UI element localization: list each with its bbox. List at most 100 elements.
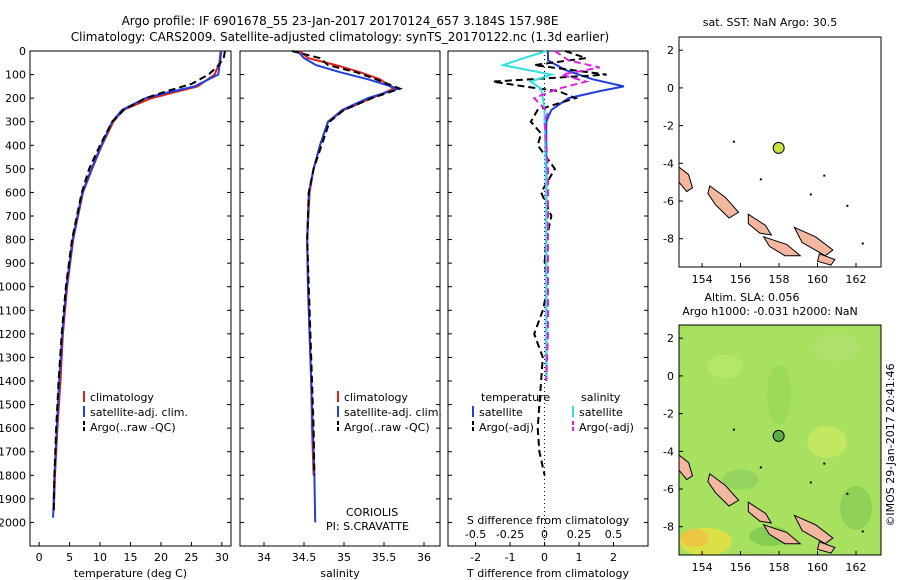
sla-atoll bbox=[759, 466, 762, 469]
y-tick-label: 1900 bbox=[0, 493, 26, 506]
sla-y-tick-label: -2 bbox=[663, 408, 674, 421]
legend-label: satellite-adj. clim. bbox=[344, 406, 442, 419]
sla-island bbox=[747, 501, 773, 524]
sla-x-tick-label: 154 bbox=[692, 561, 713, 574]
sst-atoll bbox=[823, 174, 826, 177]
sst-x-tick-label: 156 bbox=[730, 273, 751, 286]
sst-y-tick-label: 0 bbox=[667, 82, 674, 95]
x-tick-label: 1 bbox=[576, 551, 583, 564]
panel-frame-salinity bbox=[239, 50, 441, 547]
sst-x-tick-label: 160 bbox=[807, 273, 828, 286]
sst-atoll bbox=[861, 242, 864, 245]
sla-x-tick-label: 158 bbox=[769, 561, 790, 574]
sst-atoll bbox=[846, 204, 849, 207]
legend-title-salinity: salinity bbox=[581, 391, 621, 404]
sla-frame bbox=[678, 324, 882, 556]
sla-sla-patch bbox=[707, 354, 744, 379]
y-tick-label: 400 bbox=[5, 139, 26, 152]
sla-map: 154 156 158 160 162 2 0 -2 -4 -6 -8 bbox=[663, 324, 882, 574]
sst-frame bbox=[678, 36, 882, 268]
legend-label: satellite bbox=[579, 406, 623, 419]
sla-island bbox=[793, 514, 834, 545]
legend-title-temperature: temperature bbox=[481, 391, 550, 404]
y-tick-label: 1300 bbox=[0, 351, 26, 364]
sst-island bbox=[747, 213, 773, 236]
sla-x-tick-label: 160 bbox=[807, 561, 828, 574]
top-tick-label: 0.5 bbox=[605, 528, 623, 541]
x-axis-label: T difference from climatology bbox=[466, 567, 629, 580]
sst-atoll bbox=[809, 193, 812, 196]
sla-island bbox=[707, 473, 740, 507]
y-tick-label: 600 bbox=[5, 186, 26, 199]
sla-atoll bbox=[809, 481, 812, 484]
y-tick-label: 1600 bbox=[0, 422, 26, 435]
map-panels: 154 156 158 160 162 2 0 -2 -4 -6 -8 154 156 158 160 162… bbox=[663, 36, 882, 574]
diff-line-1 bbox=[492, 50, 607, 476]
sst-y-tick-label: -8 bbox=[663, 233, 674, 246]
sst-y-tick-label: -2 bbox=[663, 120, 674, 133]
legend-label: Argo(..raw -QC) bbox=[90, 421, 176, 434]
sla-atoll bbox=[846, 492, 849, 495]
sla-sla-patch bbox=[680, 529, 709, 548]
panel-frame-temperature bbox=[29, 50, 232, 547]
panel-difference: -2 -1 0 1 2 T difference from climatology -0.5… bbox=[447, 50, 649, 580]
y-tick-label: 1800 bbox=[0, 469, 26, 482]
x-tick-label: 5 bbox=[66, 551, 73, 564]
sst-y-tick-label: -6 bbox=[663, 195, 674, 208]
sla-sla-patch bbox=[814, 333, 859, 362]
legend-label: satellite-adj. clim. bbox=[90, 406, 188, 419]
sst-y-tick-label: -4 bbox=[663, 157, 674, 170]
x-tick-label: -2 bbox=[470, 551, 481, 564]
legend-label: satellite bbox=[479, 406, 523, 419]
y-tick-label: 1000 bbox=[0, 281, 26, 294]
sst-map-title: sat. SST: NaN Argo: 30.5 bbox=[703, 16, 837, 29]
sst-island bbox=[793, 226, 834, 257]
y-tick-label: 2000 bbox=[0, 516, 26, 529]
legend-label: Argo(-adj) bbox=[579, 421, 634, 434]
y-tick-label: 1500 bbox=[0, 399, 26, 412]
legend-label: Argo(..raw -QC) bbox=[344, 421, 430, 434]
x-axis-label: temperature (deg C) bbox=[74, 567, 187, 580]
x-tick-label: 34.5 bbox=[292, 551, 317, 564]
sst-x-tick-label: 162 bbox=[845, 273, 866, 286]
sla-y-tick-label: -8 bbox=[663, 521, 674, 534]
x-tick-label: 30 bbox=[215, 551, 229, 564]
sla-island bbox=[762, 523, 802, 545]
sst-y-tick-label: 2 bbox=[667, 44, 674, 57]
sst-x-tick-label: 154 bbox=[692, 273, 713, 286]
top-tick-label: 0 bbox=[541, 528, 548, 541]
sst-float-marker bbox=[772, 141, 785, 154]
sla-sla-patch bbox=[807, 425, 848, 458]
x-tick-label: 15 bbox=[124, 551, 138, 564]
sla-island bbox=[816, 541, 836, 554]
sla-atoll bbox=[823, 462, 826, 465]
sst-atoll bbox=[759, 178, 762, 181]
x-axis-label-top: S difference from climatology bbox=[467, 514, 630, 527]
x-tick-label: 36 bbox=[417, 551, 431, 564]
sla-sla-patch bbox=[722, 469, 759, 490]
y-tick-label: 500 bbox=[5, 163, 26, 176]
header-line-1: Argo profile: IF 6901678_55 23-Jan-2017 … bbox=[122, 14, 559, 28]
y-tick-label: 1400 bbox=[0, 375, 26, 388]
panel-temperature: 0100200300400500600700800900100011001200… bbox=[0, 45, 232, 580]
sla-atoll bbox=[861, 530, 864, 533]
x-tick-label: 0 bbox=[541, 551, 548, 564]
pi-label: PI: S.CRAVATTE bbox=[326, 520, 409, 533]
header-line-2: Climatology: CARS2009. Satellite-adjuste… bbox=[71, 30, 609, 44]
sla-sla-patch bbox=[767, 364, 792, 425]
sst-x-tick-label: 158 bbox=[769, 273, 790, 286]
sla-y-tick-label: -6 bbox=[663, 483, 674, 496]
panel-salinity: 34 34.5 35 35.5 36 salinity climatology satelli… bbox=[239, 50, 442, 580]
y-tick-label: 1700 bbox=[0, 446, 26, 459]
x-tick-label: 0 bbox=[36, 551, 43, 564]
y-tick-label: 0 bbox=[19, 45, 26, 58]
x-tick-label: 35.5 bbox=[372, 551, 397, 564]
sla-atoll bbox=[732, 428, 735, 431]
x-tick-label: -1 bbox=[505, 551, 516, 564]
sla-map-title-1: Altim. SLA: 0.056 bbox=[704, 291, 799, 304]
profile-panels: 0100200300400500600700800900100011001200… bbox=[0, 45, 649, 580]
x-axis-label: salinity bbox=[320, 567, 360, 580]
sla-y-tick-label: -4 bbox=[663, 445, 674, 458]
x-tick-label: 2 bbox=[610, 551, 617, 564]
